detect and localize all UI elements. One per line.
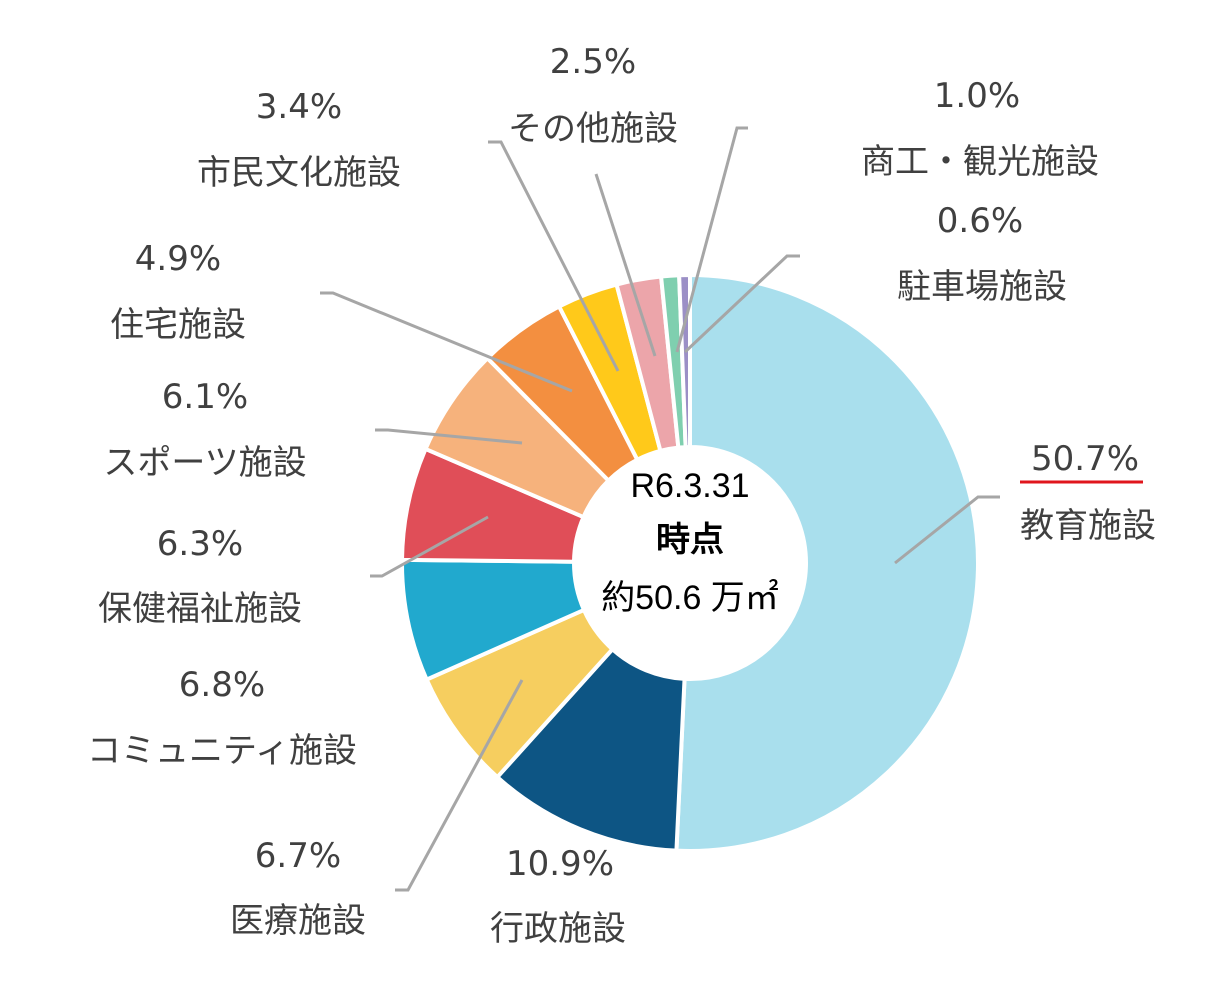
category-label-9: その他施設 <box>508 109 678 149</box>
slices-group <box>400 273 980 853</box>
center-label-date: R6.3.31 <box>630 467 749 505</box>
leader-line-6 <box>375 428 523 445</box>
labels-group: 50.7% 教育施設 10.9% 行政施設 6.7% 医療施設 6.8% コミュニティ施設 6.… <box>87 42 1156 949</box>
slice-2 <box>495 647 687 853</box>
percent-label-11: 0.6% <box>937 201 1023 241</box>
leader-line-9 <box>594 173 657 357</box>
category-label-6: スポーツ施設 <box>103 443 306 483</box>
category-label-1: 教育施設 <box>1020 506 1156 546</box>
percent-label-10: 1.0% <box>934 76 1020 116</box>
leader-line-11 <box>683 254 800 354</box>
category-label-10: 商工・観光施設 <box>861 142 1099 182</box>
percent-label-4: 6.8% <box>179 665 265 705</box>
percent-label-9: 2.5% <box>550 42 636 82</box>
percent-label-3: 6.7% <box>255 836 341 876</box>
category-label-4: コミュニティ施設 <box>87 731 357 771</box>
percent-label-6: 6.1% <box>162 377 248 417</box>
category-label-2: 行政施設 <box>490 909 626 949</box>
center-label: R6.3.31 時点 約50.6 万㎡ <box>601 467 779 617</box>
category-label-7: 住宅施設 <box>110 305 246 345</box>
center-label-time: 時点 <box>656 521 724 559</box>
category-label-5: 保健福祉施設 <box>98 589 302 629</box>
category-label-11: 駐車場施設 <box>897 267 1067 307</box>
category-label-8: 市民文化施設 <box>197 153 401 193</box>
percent-label-2: 10.9% <box>506 844 614 884</box>
leader-line-10 <box>675 126 748 353</box>
leader-line-3 <box>395 679 524 892</box>
leader-line-5 <box>370 515 489 578</box>
leader-lines-group <box>320 126 1000 892</box>
percent-label-8: 3.4% <box>256 87 342 127</box>
percent-label-1: 50.7% <box>1031 439 1139 479</box>
percent-label-5: 6.3% <box>157 524 243 564</box>
leader-line-8 <box>488 140 620 372</box>
center-label-total: 約50.6 万㎡ <box>601 579 779 617</box>
category-label-3: 医療施設 <box>230 901 366 941</box>
leader-line-7 <box>320 291 573 393</box>
slice-1 <box>674 273 980 853</box>
leader-line-1 <box>894 495 1000 565</box>
percent-label-7: 4.9% <box>135 239 221 279</box>
